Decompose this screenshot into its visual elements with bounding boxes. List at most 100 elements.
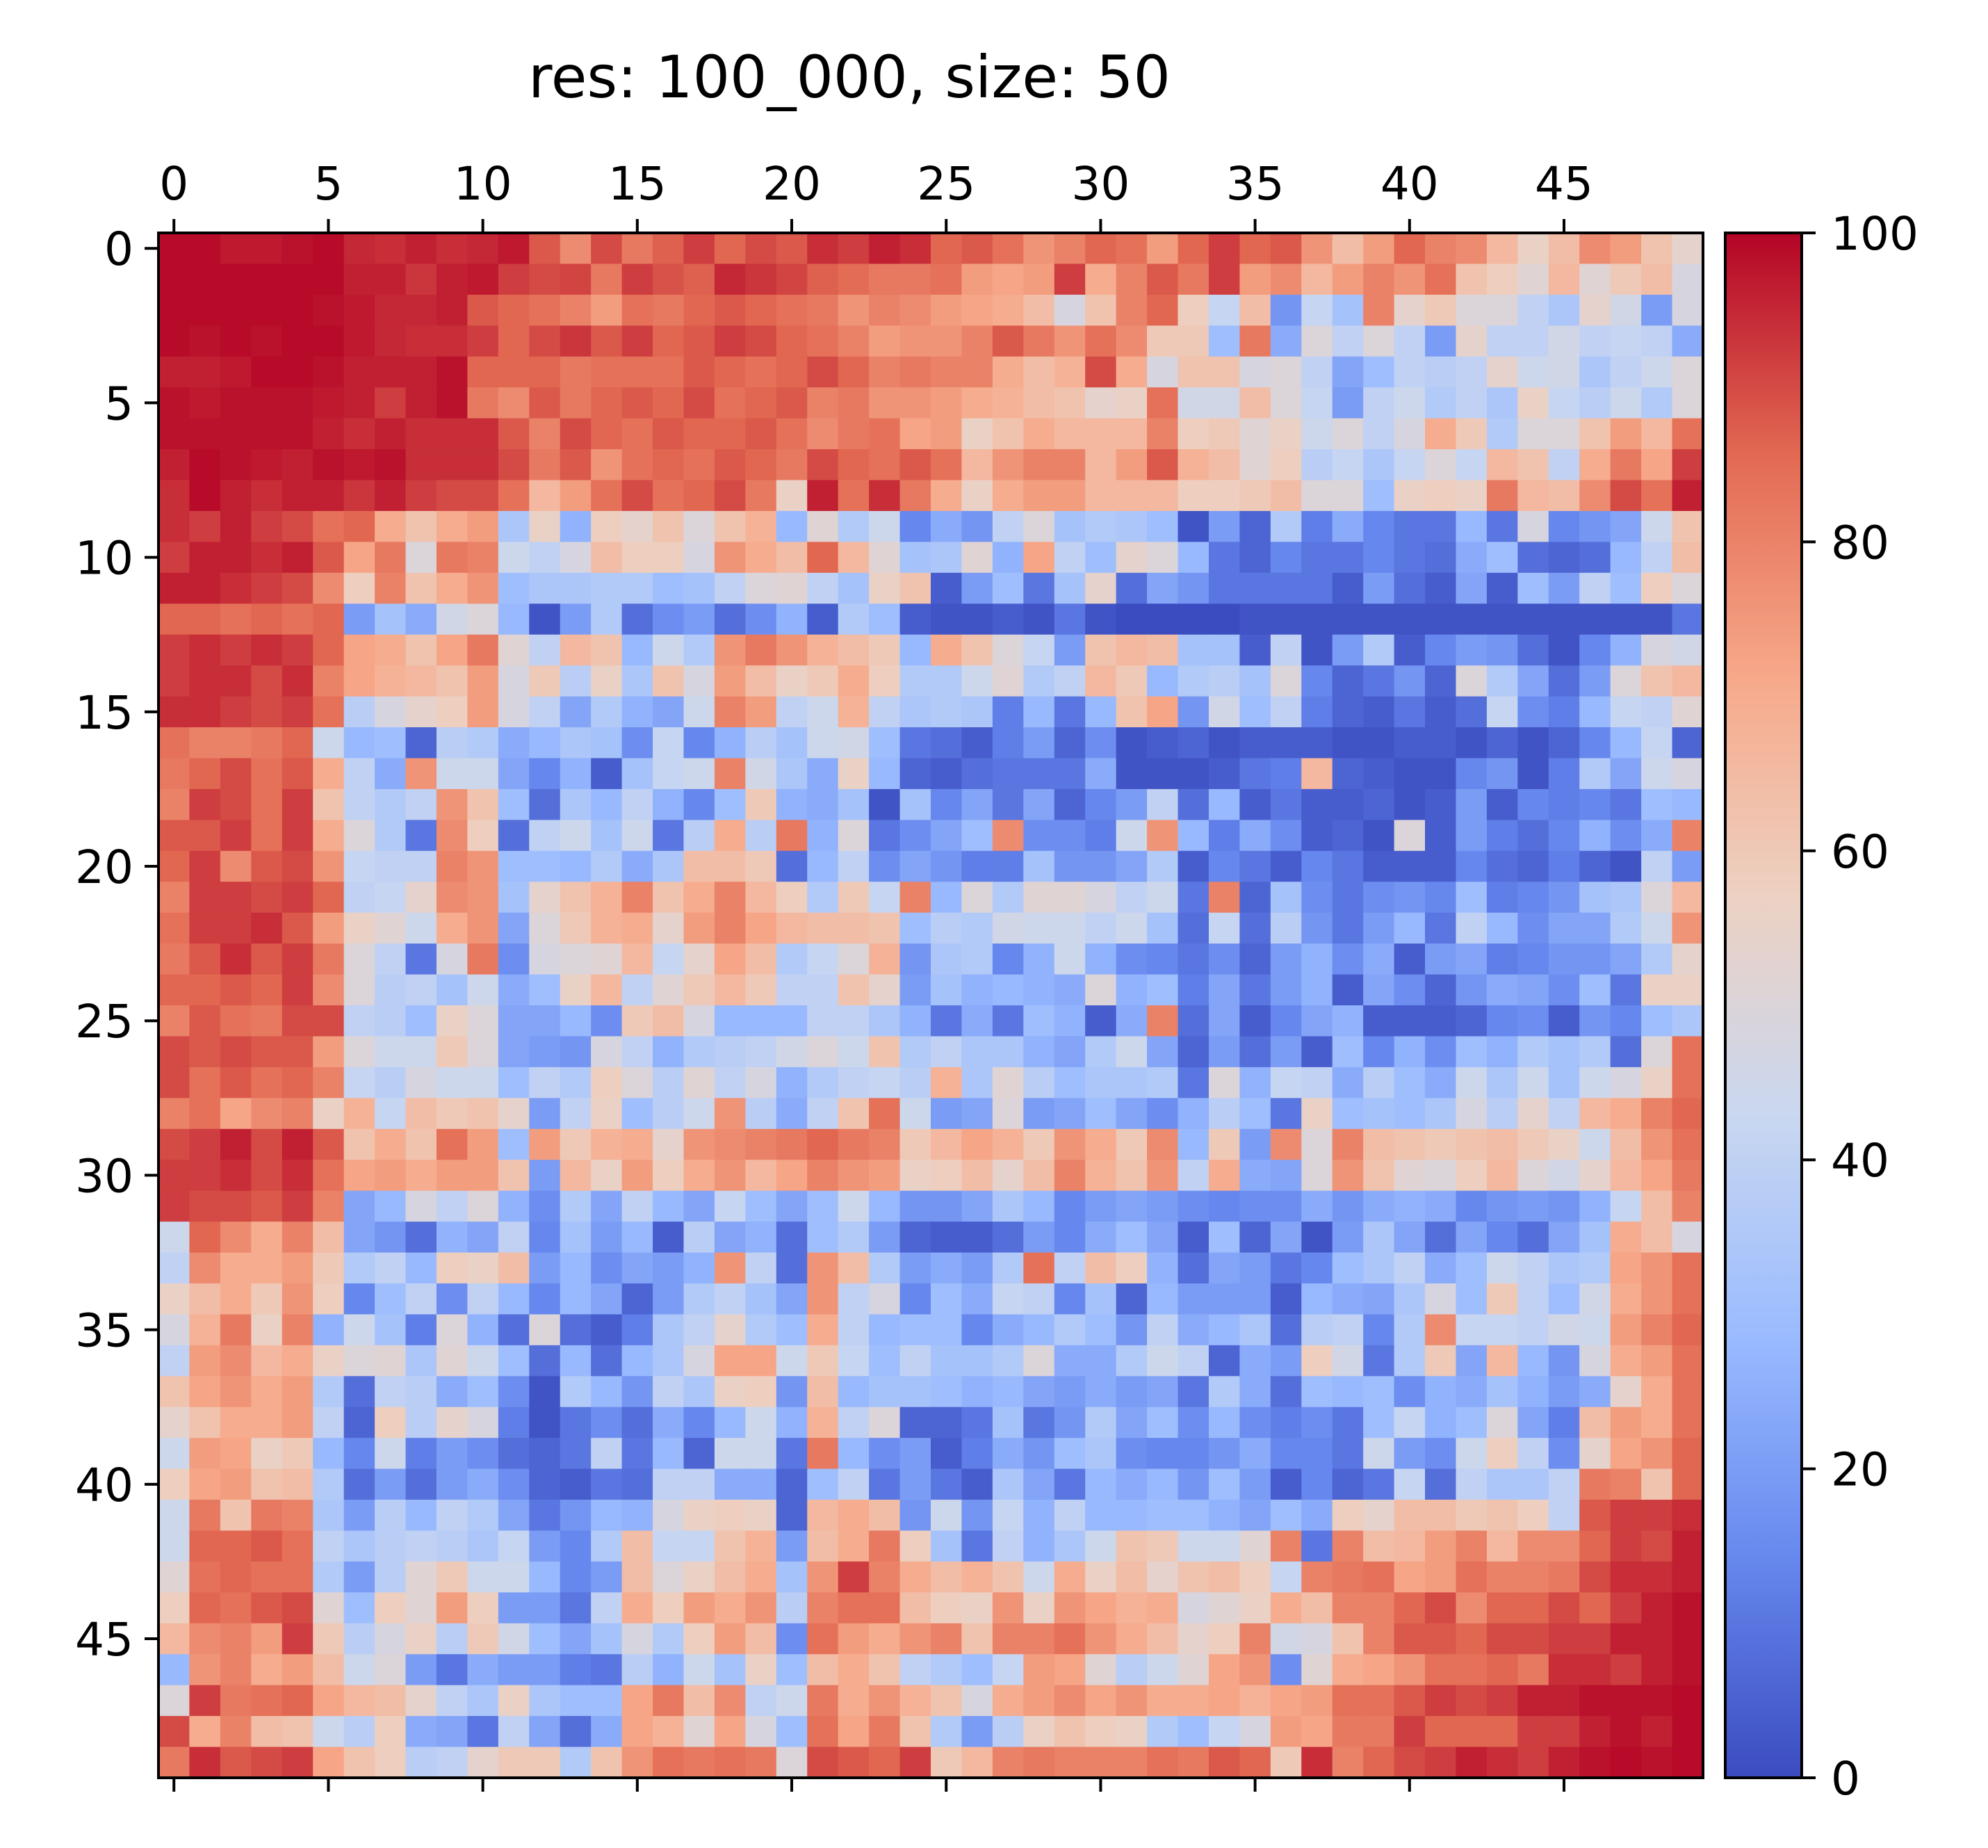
heatmap-cell: [1610, 603, 1642, 635]
heatmap-cell: [251, 1685, 283, 1717]
heatmap-cell: [189, 1685, 221, 1717]
heatmap-cell: [838, 542, 870, 574]
heatmap-cell: [1456, 325, 1488, 357]
heatmap-cell: [282, 1036, 313, 1068]
heatmap-cell: [745, 1128, 777, 1160]
heatmap-cell: [714, 356, 746, 388]
heatmap-cell: [1332, 943, 1364, 975]
heatmap-cell: [436, 449, 468, 481]
heatmap-cell: [869, 1438, 901, 1470]
heatmap-cell: [1270, 1160, 1302, 1192]
heatmap-cell: [1486, 1190, 1518, 1222]
heatmap-cell: [467, 1098, 499, 1130]
heatmap-cell: [1178, 1190, 1209, 1222]
heatmap-cell: [1486, 1438, 1518, 1470]
heatmap-cell: [375, 572, 407, 604]
heatmap-cell: [621, 1252, 653, 1284]
heatmap-cell: [1363, 1067, 1395, 1099]
heatmap-cell: [158, 758, 190, 790]
heatmap-cell: [1178, 1128, 1209, 1160]
heatmap-cell: [838, 634, 870, 666]
heatmap-cell: [498, 1283, 530, 1315]
heatmap-cell: [1425, 696, 1457, 728]
heatmap-cell: [1116, 418, 1148, 450]
heatmap-cell: [931, 1561, 963, 1593]
heatmap-cell: [1085, 603, 1117, 635]
heatmap-cell: [1178, 603, 1209, 635]
heatmap-cell: [683, 1098, 715, 1130]
heatmap-cell: [621, 1376, 653, 1408]
heatmap-cell: [1425, 542, 1457, 574]
heatmap-cell: [1610, 1314, 1642, 1346]
heatmap-cell: [1116, 1314, 1148, 1346]
heatmap-cell: [1239, 325, 1271, 357]
heatmap-cell: [498, 1685, 530, 1717]
heatmap-cell: [683, 850, 715, 882]
heatmap-cell: [189, 572, 221, 604]
heatmap-cell: [1208, 882, 1240, 914]
heatmap-cell: [1425, 480, 1457, 512]
heatmap-cell: [776, 1283, 808, 1315]
heatmap-cell: [869, 1407, 901, 1438]
heatmap-cell: [1486, 542, 1518, 574]
heatmap-cell: [1054, 696, 1086, 728]
heatmap-cell: [838, 356, 870, 388]
heatmap-cell: [220, 1345, 252, 1377]
heatmap-cell: [776, 727, 808, 759]
heatmap-cell: [158, 1530, 190, 1562]
heatmap-cell: [498, 758, 530, 790]
heatmap-cell: [220, 480, 252, 512]
heatmap-cell: [992, 1345, 1024, 1377]
heatmap-cell: [1425, 1222, 1457, 1254]
heatmap-cell: [1363, 1252, 1395, 1284]
heatmap-cell: [869, 1500, 901, 1532]
heatmap-cell: [251, 1530, 283, 1562]
heatmap-cell: [961, 1005, 993, 1037]
heatmap-cell: [1425, 233, 1457, 265]
heatmap-cell: [158, 1407, 190, 1438]
heatmap-cell: [1023, 542, 1055, 574]
heatmap-cell: [1270, 1190, 1302, 1222]
heatmap-cell: [375, 850, 407, 882]
heatmap-cell: [1363, 1128, 1395, 1160]
heatmap-cell: [1394, 449, 1426, 481]
heatmap-cell: [653, 696, 685, 728]
heatmap-cell: [1394, 943, 1426, 975]
heatmap-cell: [1672, 1190, 1704, 1222]
heatmap-cell: [591, 510, 623, 542]
heatmap-cell: [1116, 974, 1148, 1006]
heatmap-cell: [189, 1314, 221, 1346]
heatmap-cell: [653, 1160, 685, 1192]
heatmap-cell: [1239, 1716, 1271, 1748]
heatmap-cell: [776, 233, 808, 265]
heatmap-cell: [220, 449, 252, 481]
heatmap-cell: [1147, 1036, 1179, 1068]
heatmap-cell: [1363, 634, 1395, 666]
heatmap-cell: [1116, 1190, 1148, 1222]
heatmap-cell: [313, 449, 345, 481]
heatmap-cell: [683, 1746, 715, 1778]
heatmap-cell: [343, 1468, 375, 1500]
heatmap-cell: [838, 943, 870, 975]
heatmap-cell: [621, 542, 653, 574]
heatmap-cell: [714, 603, 746, 635]
heatmap-cell: [621, 418, 653, 450]
heatmap-cell: [1023, 634, 1055, 666]
heatmap-cell: [1147, 882, 1179, 914]
heatmap-cell: [375, 1252, 407, 1284]
heatmap-cell: [1178, 418, 1209, 450]
heatmap-cell: [1363, 696, 1395, 728]
heatmap-cell: [1054, 634, 1086, 666]
heatmap-cell: [776, 1438, 808, 1470]
heatmap-cell: [1116, 850, 1148, 882]
heatmap-cell: [1486, 1654, 1518, 1686]
heatmap-cell: [1394, 1438, 1426, 1470]
heatmap-cell: [1116, 1716, 1148, 1748]
heatmap-cell: [591, 1407, 623, 1438]
heatmap-cell: [1394, 418, 1426, 450]
heatmap-cell: [343, 233, 375, 265]
heatmap-cell: [1456, 1500, 1488, 1532]
heatmap-cell: [405, 696, 437, 728]
heatmap-cell: [1363, 294, 1395, 326]
heatmap-cell: [375, 912, 407, 944]
